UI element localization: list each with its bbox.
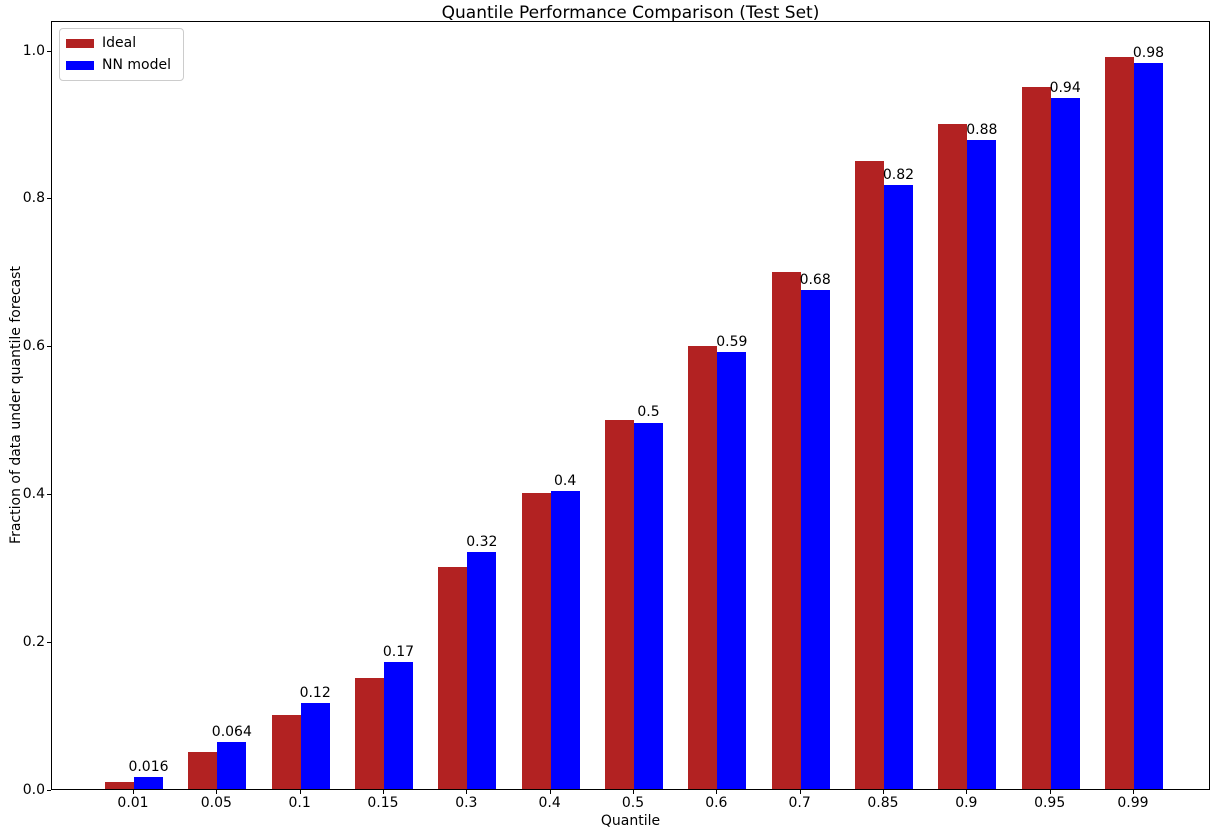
x-tick-mark [549,790,551,794]
bar-nn-model [1133,62,1163,789]
bar-ideal [854,160,884,789]
x-axis-label: Quantile [600,813,661,829]
bar-ideal [688,345,718,789]
bar-ideal [354,678,384,789]
y-tick-label: 0.6 [22,338,45,355]
x-tick-label: 0.99 [1117,795,1149,811]
x-tick-label: 0.95 [1034,795,1066,811]
y-tick-label: 1.0 [22,42,45,59]
bar-ideal [604,419,634,789]
x-tick-label: 0.05 [200,795,232,811]
x-tick-label: 0.85 [867,795,899,811]
x-tick-label: 0.1 [288,795,311,811]
x-tick-mark [1049,790,1051,794]
legend-item-nn-model: NN model [66,57,171,74]
bar-nn-model [883,184,913,789]
bar-value-label: 0.12 [299,684,331,701]
y-tick-label: 0.2 [22,633,45,650]
bar-nn-model [800,290,830,789]
bar-value-label: 0.016 [128,759,169,776]
legend-swatch-nn-model [66,61,94,70]
legend-swatch-ideal [66,39,94,48]
bar-value-label: 0.82 [882,166,915,183]
x-tick-mark [133,790,134,794]
bar-value-label: 0.064 [211,723,252,740]
y-tick-mark [47,198,51,200]
x-tick-label: 0.7 [788,795,811,811]
legend-item-ideal: Ideal [66,35,171,52]
x-tick-mark [966,790,968,794]
bar-nn-model [1050,98,1080,789]
bar-ideal [1021,87,1051,789]
legend-label-nn-model: NN model [102,57,171,73]
bar-nn-model [550,491,580,789]
bar-ideal [521,493,551,789]
bar-ideal [188,752,218,789]
x-tick-mark [299,790,301,794]
x-tick-label: 0.01 [117,795,149,811]
x-tick-mark [632,790,634,794]
bar-ideal [771,271,801,789]
x-tick-mark [716,790,718,794]
bar-value-label: 0.88 [966,122,998,139]
bar-ideal [438,567,468,789]
bar-value-label: 0.59 [716,333,748,350]
bar-value-label: 0.5 [637,404,660,421]
bar-ideal [938,123,968,789]
bar-nn-model [383,661,413,789]
bar-value-label: 0.94 [1049,80,1081,97]
x-tick-mark [216,790,218,794]
bar-nn-model [633,422,663,789]
y-tick-mark [47,50,51,52]
y-tick-label: 0.8 [22,190,45,207]
y-tick-mark [47,346,51,348]
plot-area: Ideal NN model 0.016 0.064 0.12 0.17 0.32 0.4… [51,21,1210,790]
bar-nn-model [467,551,497,789]
bar-value-label: 0.98 [1132,44,1165,61]
bar-value-label: 0.32 [466,533,498,550]
y-tick-label: 0.0 [22,781,45,798]
bar-nn-model [717,351,747,789]
bar-nn-model [300,702,330,789]
x-tick-label: 0.9 [955,795,978,811]
bar-nn-model [967,140,997,789]
x-tick-mark [466,790,468,794]
bar-ideal [271,715,301,789]
y-tick-label: 0.4 [22,485,45,502]
y-tick-mark [47,641,51,643]
x-tick-mark [1132,790,1134,794]
bar-ideal [105,781,134,789]
bar-value-label: 0.17 [382,643,415,660]
x-tick-mark [882,790,884,794]
bar-nn-model [134,777,163,789]
bar-value-label: 0.68 [799,272,831,289]
x-tick-mark [799,790,801,794]
bar-ideal [1104,57,1134,789]
bar-value-label: 0.4 [554,473,577,490]
x-tick-label: 0.6 [705,795,728,811]
x-tick-label: 0.5 [621,795,645,811]
y-tick-mark [47,493,51,495]
x-tick-label: 0.4 [538,795,561,811]
bar-nn-model [217,741,247,789]
legend: Ideal NN model [59,28,184,81]
chart-title: Quantile Performance Comparison (Test Se… [441,3,820,23]
legend-label-ideal: Ideal [102,35,137,51]
y-tick-mark [47,789,51,791]
x-tick-label: 0.3 [455,795,478,811]
x-tick-label: 0.15 [367,795,399,811]
x-tick-mark [382,790,384,794]
